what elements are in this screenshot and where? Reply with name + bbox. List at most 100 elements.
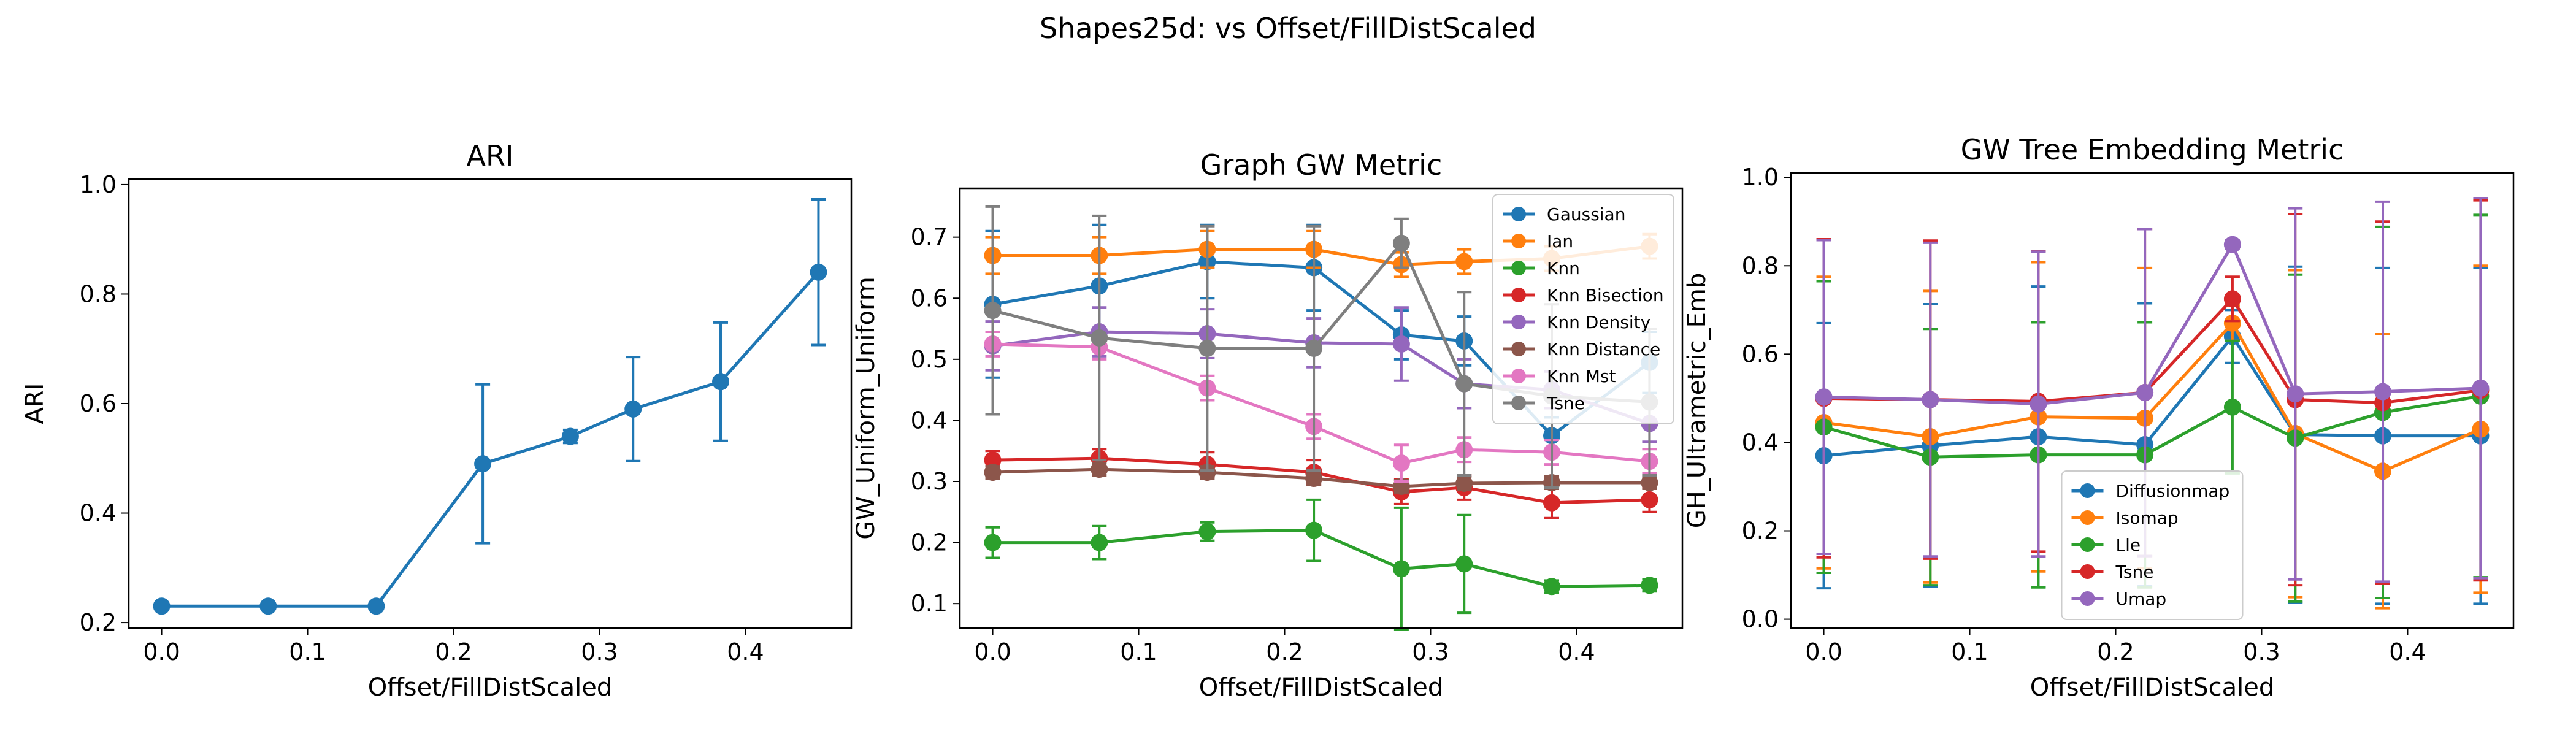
data-point <box>984 534 1002 551</box>
x-tick-label: 0.4 <box>1558 638 1595 665</box>
y-tick-label: 0.2 <box>80 609 117 636</box>
y-axis-label: ARI <box>21 383 49 424</box>
series-line <box>161 271 820 608</box>
data-point <box>1392 454 1410 472</box>
legend-marker <box>1511 315 1526 329</box>
chart-panel-3: GW Tree Embedding Metric 0.0 0.1 0.2 0.3 0.4 0… <box>1683 133 2515 702</box>
legend-label: Knn Density <box>1547 312 1650 332</box>
series-line <box>992 529 1650 588</box>
data-point <box>2223 236 2241 253</box>
data-point <box>1455 474 1473 492</box>
legend-marker <box>1511 396 1526 410</box>
series-knn <box>984 498 1658 631</box>
y-tick-label: 0.5 <box>911 346 948 373</box>
y-tick-label: 0.1 <box>911 590 948 617</box>
data-point <box>1305 470 1323 488</box>
data-point <box>1543 494 1561 512</box>
data-point <box>1641 491 1658 508</box>
legend-marker <box>2080 564 2095 579</box>
data-point <box>2223 398 2241 416</box>
data-point <box>2287 385 2304 403</box>
y-tick-label: 0.7 <box>911 224 948 251</box>
y-tick-label: 0.8 <box>80 280 117 307</box>
data-point <box>1305 521 1323 539</box>
x-tick-label: 0.1 <box>1951 638 1988 665</box>
series-line <box>992 342 1650 465</box>
data-point <box>2374 383 2392 401</box>
data-point <box>1198 464 1216 481</box>
x-tick-label: 0.4 <box>727 638 764 665</box>
legend-label: Knn Mst <box>1547 366 1616 386</box>
data-point <box>1455 555 1473 573</box>
data-point <box>2223 314 2241 332</box>
legend-marker <box>2080 483 2095 498</box>
legend-label: Knn Bisection <box>1547 285 1664 305</box>
series-ari <box>153 198 827 615</box>
series-knn-distance <box>984 461 1658 495</box>
y-tick-label: 0.4 <box>80 500 117 527</box>
x-axis-label: Offset/FillDistScaled <box>1199 673 1444 702</box>
legend-label: Knn Distance <box>1547 339 1660 359</box>
data-point <box>712 373 730 391</box>
data-point <box>1455 253 1473 270</box>
x-tick-label: 0.1 <box>289 638 326 665</box>
x-tick-label: 0.0 <box>1805 638 1842 665</box>
data-point <box>810 263 827 281</box>
series-umap <box>1815 197 2490 583</box>
chart-title: Graph GW Metric <box>1200 148 1442 182</box>
data-point <box>1455 375 1473 393</box>
legend-marker <box>1511 234 1526 248</box>
plot-frame <box>1790 172 2515 629</box>
data-point <box>2030 395 2047 413</box>
legend: Gaussian Ian Knn Knn Bisection Knn Density Kn… <box>1492 194 1674 424</box>
data-point <box>1091 461 1108 478</box>
data-point <box>1198 523 1216 540</box>
legend-marker <box>2080 591 2095 606</box>
data-point <box>1392 335 1410 353</box>
legend-marker <box>1511 369 1526 383</box>
data-point <box>1641 577 1658 594</box>
y-axis-label: GW_Uniform_Uniform <box>852 277 880 540</box>
x-tick-label: 0.1 <box>1120 638 1157 665</box>
series-line <box>1823 334 2481 458</box>
legend-marker <box>1511 288 1526 302</box>
y-tick-label: 0.2 <box>911 529 948 556</box>
x-tick-label: 0.2 <box>2097 638 2134 665</box>
legend-label: Isomap <box>2116 508 2179 528</box>
data-point <box>1392 560 1410 578</box>
chart-panel-1: ARI 0.0 0.1 0.2 0.3 0.4 0.2 0.4 0.6 0.8 1.0 Offset/… <box>21 139 853 702</box>
x-tick-label: 0.0 <box>974 638 1011 665</box>
y-tick-label: 0.4 <box>1742 429 1779 456</box>
x-tick-label: 0.3 <box>1412 638 1449 665</box>
legend-marker <box>2080 510 2095 525</box>
data-point <box>1091 534 1108 551</box>
x-axis-label: Offset/FillDistScaled <box>368 673 613 702</box>
figure-suptitle: Shapes25d: vs Offset/FillDistScaled <box>1040 12 1536 45</box>
data-point <box>1198 339 1216 357</box>
data-point <box>561 427 579 445</box>
plot-frame <box>128 178 853 629</box>
series-line <box>1823 320 2482 473</box>
y-tick-label: 1.0 <box>1742 164 1779 191</box>
legend-box <box>2061 470 2244 620</box>
y-tick-label: 0.3 <box>911 468 948 495</box>
chart-title: GW Tree Embedding Metric <box>1961 133 2344 166</box>
data-point <box>1392 234 1410 252</box>
legend-label: Umap <box>2116 589 2167 609</box>
x-axis-label: Offset/FillDistScaled <box>2030 673 2275 702</box>
legend-label: Knn <box>1547 258 1580 278</box>
data-point <box>2223 290 2241 308</box>
x-tick-label: 0.2 <box>1266 638 1303 665</box>
chart-panel-2: Graph GW Metric 0.0 0.1 0.2 0.3 0.4 0.1 0.2 0.3 0… <box>852 148 1684 702</box>
legend-marker <box>2080 537 2095 552</box>
series-line <box>992 467 1650 488</box>
series-line <box>1823 241 2481 406</box>
y-tick-label: 0.8 <box>1742 252 1779 279</box>
x-tick-label: 0.3 <box>581 638 618 665</box>
legend-label: Tsne <box>2115 562 2154 582</box>
legend-label: Diffusionmap <box>2116 481 2230 501</box>
legend-marker <box>1511 207 1526 221</box>
data-point <box>984 464 1002 481</box>
data-point <box>1543 578 1561 596</box>
x-tick-label: 0.2 <box>435 638 472 665</box>
